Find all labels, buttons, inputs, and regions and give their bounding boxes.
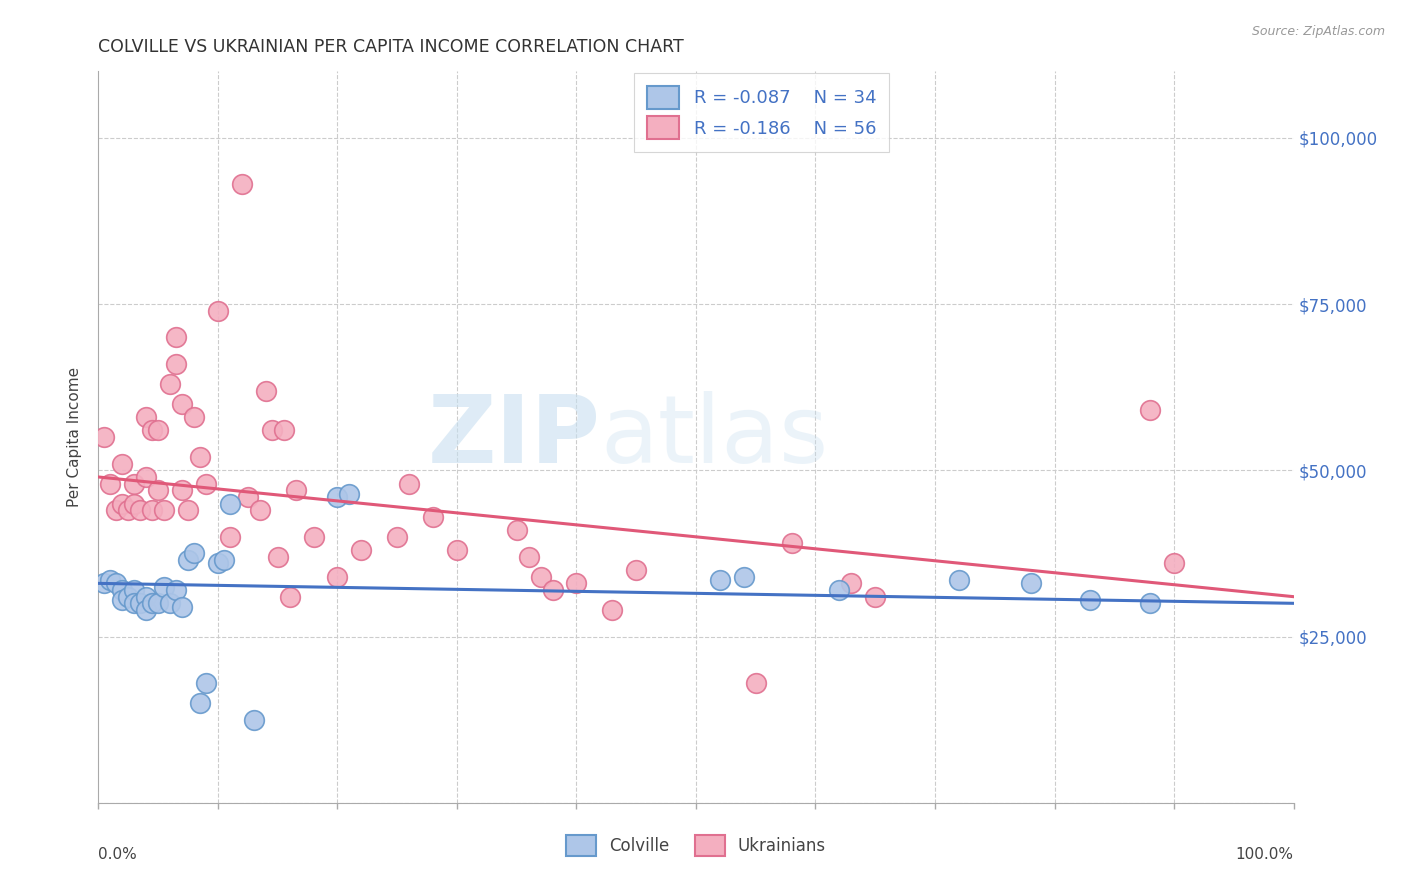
Point [148,596,170,610]
Point [841,576,863,591]
Point [254,384,277,398]
Text: Source: ZipAtlas.com: Source: ZipAtlas.com [1251,25,1385,38]
Point [172,397,194,411]
Point [709,573,731,587]
Point [111,593,134,607]
Point [565,576,588,591]
Text: ZIP: ZIP [427,391,600,483]
Point [153,503,176,517]
Point [243,713,266,727]
Point [195,676,218,690]
Point [446,543,468,558]
Point [865,590,887,604]
Point [530,570,553,584]
Point [135,410,157,425]
Point [172,599,194,614]
Point [98,573,122,587]
Text: atlas: atlas [600,391,828,483]
Point [141,424,163,438]
Point [385,530,409,544]
Point [153,580,176,594]
Text: 100.0%: 100.0% [1236,847,1294,862]
Point [124,497,146,511]
Point [249,503,271,517]
Point [129,596,152,610]
Point [117,503,139,517]
Point [284,483,307,498]
Point [141,596,163,610]
Point [135,603,157,617]
Point [517,549,540,564]
Point [350,543,373,558]
Point [733,570,755,584]
Point [1019,576,1042,591]
Point [236,490,259,504]
Point [207,303,229,318]
Point [398,476,420,491]
Point [159,376,181,391]
Point [278,590,301,604]
Point [195,476,218,491]
Point [1139,596,1161,610]
Point [111,457,134,471]
Point [326,490,349,504]
Legend: Colville, Ukrainians: Colville, Ukrainians [554,822,838,868]
Text: 0.0%: 0.0% [98,847,138,862]
Point [506,523,529,537]
Point [602,603,624,617]
Text: COLVILLE VS UKRAINIAN PER CAPITA INCOME CORRELATION CHART: COLVILLE VS UKRAINIAN PER CAPITA INCOME … [98,38,685,56]
Point [141,503,163,517]
Point [172,483,194,498]
Point [207,557,229,571]
Point [159,596,181,610]
Point [177,503,200,517]
Point [780,536,803,550]
Point [165,357,187,371]
Point [117,590,139,604]
Point [219,530,242,544]
Point [219,497,242,511]
Point [948,573,970,587]
Point [124,476,146,491]
Point [188,450,211,464]
Y-axis label: Per Capita Income: Per Capita Income [67,367,83,508]
Point [105,503,128,517]
Point [260,424,283,438]
Point [165,330,187,344]
Point [93,576,115,591]
Point [183,410,205,425]
Point [273,424,295,438]
Point [212,553,235,567]
Point [231,178,253,192]
Point [1163,557,1185,571]
Point [626,563,648,577]
Point [93,430,115,444]
Point [165,582,187,597]
Point [177,553,200,567]
Point [302,530,325,544]
Point [124,582,146,597]
Point [745,676,768,690]
Point [1080,593,1102,607]
Point [148,483,170,498]
Point [111,582,134,597]
Point [326,570,349,584]
Point [135,590,157,604]
Point [422,509,444,524]
Point [1139,403,1161,417]
Point [105,576,128,591]
Point [183,546,205,560]
Point [828,582,851,597]
Point [124,596,146,610]
Point [188,696,211,710]
Point [339,486,361,500]
Point [267,549,290,564]
Point [111,497,134,511]
Point [129,503,152,517]
Point [541,582,564,597]
Point [98,476,122,491]
Point [135,470,157,484]
Point [148,424,170,438]
